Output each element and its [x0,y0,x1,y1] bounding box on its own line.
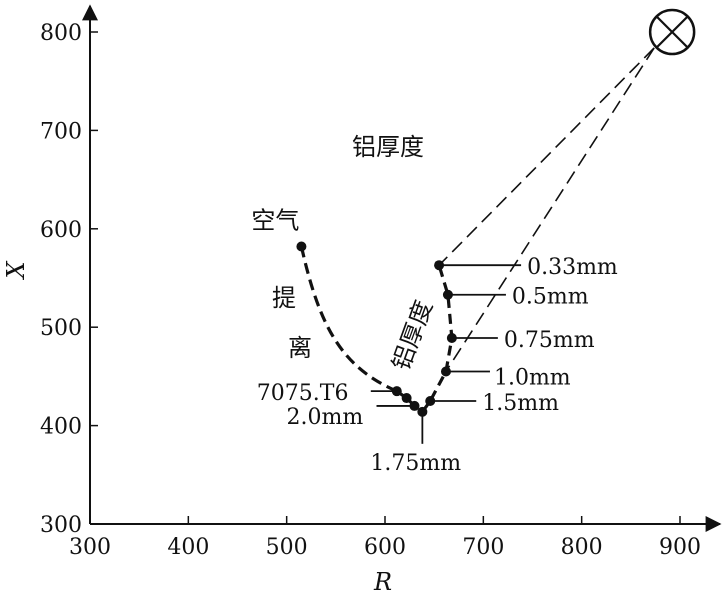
point-label: 空气 [251,207,299,235]
point-label: 1.75mm [370,451,461,476]
data-point [446,333,457,344]
point-label: 0.75mm [504,328,595,353]
point-label: 7075.T6 [257,381,349,406]
title-annotation: 铝厚度 [352,133,424,161]
point-label: 0.33mm [527,255,618,280]
data-point [440,366,451,377]
point-label: 1.5mm [482,391,559,416]
source-symbol [648,8,696,56]
x-tick-label: 400 [167,535,209,560]
axes [82,4,722,532]
y-tick-label: 700 [40,119,82,144]
point-label: 2.0mm [287,405,364,430]
source-ray [445,47,655,372]
point-label: 0.5mm [512,285,589,310]
data-points [296,241,457,417]
x-tick-label: 300 [69,535,111,560]
x-tick-label: 700 [462,535,504,560]
source-cross [655,15,689,49]
data-point [425,396,436,406]
x-ticks: 300 400 500 600 700 800 900 [69,516,701,560]
leader-lines [370,264,522,444]
y-tick-label: 400 [40,415,82,440]
data-point [409,400,420,411]
data-point [391,386,402,397]
data-point [442,289,453,300]
y-tick-label: 500 [40,316,82,341]
x-tick-label: 900 [659,535,701,560]
x-tick-label: 500 [266,535,308,560]
x-tick-label: 600 [364,535,406,560]
x-tick-label: 800 [561,535,603,560]
y-tick-label: 300 [40,513,82,538]
lift-off-curve [299,246,398,393]
y-tick-label: 600 [40,218,82,243]
x-axis-title: R [373,568,392,594]
y-tick-label: 800 [40,21,82,46]
y-ticks: 300 400 500 600 700 800 [40,21,98,538]
lift-off-label-1: 提 [272,284,296,312]
point-label: 1.0mm [494,365,571,390]
data-point [434,260,445,271]
y-axis-title: X [2,261,30,281]
data-point [417,406,428,417]
source-ray [438,47,655,266]
data-point [401,393,412,404]
data-point [296,241,307,252]
curve-annotation: 铝厚度 [387,297,438,374]
data-lines [299,47,655,414]
lift-off-label-2: 离 [288,334,312,362]
